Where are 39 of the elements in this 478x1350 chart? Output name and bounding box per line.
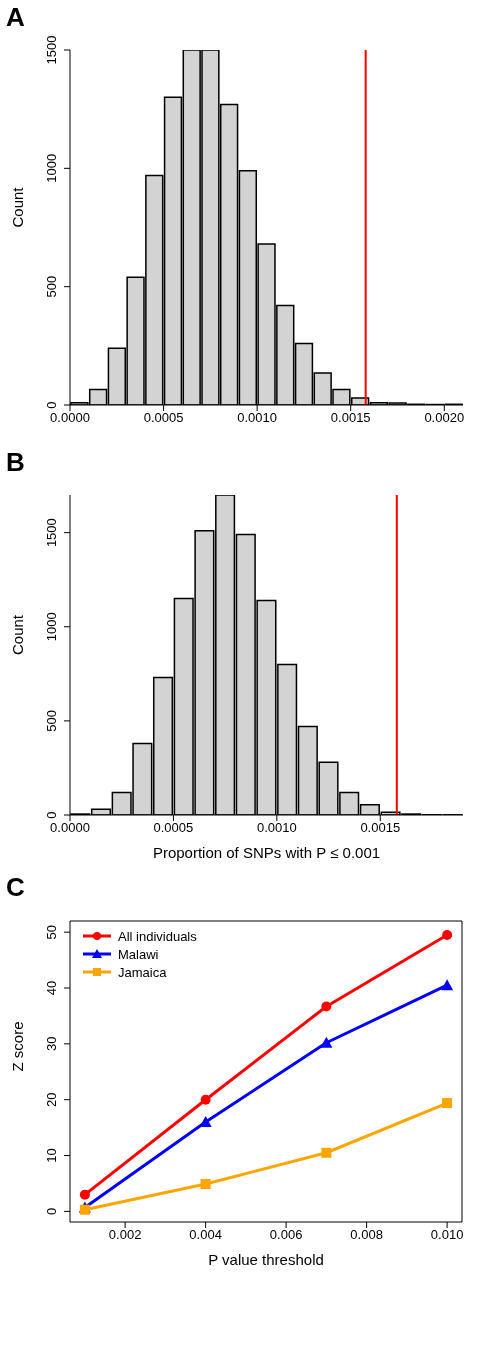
y-tick-label: 500 — [44, 710, 59, 732]
y-tick-label: 40 — [44, 980, 59, 996]
x-tick-label: 0.004 — [189, 1227, 222, 1243]
y-axis-title: Count — [9, 614, 27, 655]
legend-label: All individuals — [118, 928, 197, 944]
y-tick-label: 0 — [44, 401, 59, 409]
x-tick-label: 0.010 — [430, 1227, 464, 1243]
y-tick-label: 20 — [44, 1092, 59, 1107]
y-tick-label: 1500 — [44, 518, 59, 548]
x-tick-label: 0.0020 — [424, 410, 465, 426]
x-tick-label: 0.0010 — [256, 820, 297, 836]
x-tick-label: 0.0000 — [50, 820, 90, 836]
x-tick-label: 0.002 — [108, 1227, 142, 1243]
x-tick-label: 0.0015 — [360, 820, 401, 836]
x-tick-label: 0.0005 — [153, 820, 194, 836]
x-tick-label: 0.006 — [269, 1227, 303, 1243]
y-tick-label: 1000 — [44, 612, 59, 642]
x-axis-title: P value threshold — [208, 1251, 324, 1268]
y-tick-label: 30 — [44, 1036, 59, 1052]
y-axis-title: Count — [9, 186, 27, 228]
y-tick-label: 1000 — [44, 153, 59, 183]
x-tick-label: 0.0010 — [237, 410, 278, 426]
legend-label: Malawi — [118, 946, 159, 962]
y-tick-label: 50 — [44, 924, 59, 940]
y-tick-label: 500 — [44, 275, 59, 298]
x-tick-label: 0.0015 — [330, 410, 371, 426]
x-axis-title: Proportion of SNPs with P ≤ 0.001 — [152, 844, 381, 861]
y-tick-label: 0 — [44, 811, 59, 819]
y-tick-label: 0 — [44, 1207, 59, 1216]
legend-label: Jamaica — [118, 964, 167, 980]
y-tick-label: 10 — [44, 1148, 59, 1163]
chart-title: A — [6, 2, 25, 33]
chart-title: B — [6, 447, 25, 478]
chart-title: C — [6, 872, 25, 903]
x-tick-label: 0.008 — [350, 1227, 383, 1243]
y-axis-title: Z score — [9, 1021, 27, 1072]
y-tick-label: 1500 — [44, 35, 59, 65]
x-tick-label: 0.0000 — [50, 410, 90, 426]
x-tick-label: 0.0005 — [143, 410, 184, 426]
